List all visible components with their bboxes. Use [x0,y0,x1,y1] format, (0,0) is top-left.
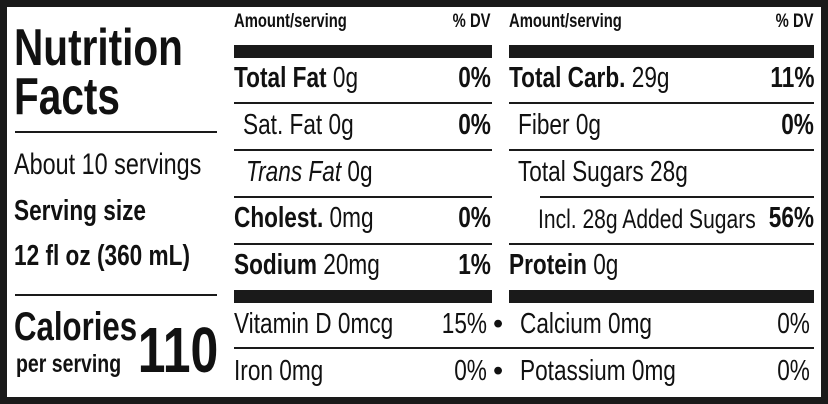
dv-calcium: 0% [777,308,810,340]
header-dv: % DV [453,11,491,32]
thick-bar [509,290,814,303]
thick-bar [234,290,492,303]
dv-vitamin-d: 15% [441,308,487,340]
dv-total-fat: 0% [458,62,491,94]
header-amount: Amount/serving [234,11,347,32]
dv-sodium: 1% [458,249,491,281]
divider [234,196,492,198]
thick-bar [509,45,814,58]
header-dv-right: % DV [776,11,814,32]
row-iron: Iron 0mg [234,355,324,387]
divider [509,243,814,245]
serving-size-value: 12 fl oz (360 mL) [14,240,190,272]
divider [15,131,217,133]
thick-bar [234,45,492,58]
divider [509,149,814,151]
row-added-sugars: Incl. 28g Added Sugars [538,204,756,234]
dv-fiber: 0% [781,109,814,141]
divider [509,102,814,104]
row-sat-fat: Sat. Fat 0g [243,109,354,141]
dv-iron: 0% [454,355,487,387]
dv-cholesterol: 0% [458,202,491,234]
dv-sat-fat: 0% [458,109,491,141]
dv-added-sugars: 56% [768,202,814,234]
title-facts: Facts [14,68,120,126]
divider [15,294,217,296]
calories-label: Calories [14,305,138,349]
divider [234,347,814,349]
row-sodium: Sodium 20mg [234,249,380,281]
row-total-sugars: Total Sugars 28g [518,156,688,188]
divider [234,149,492,151]
bullet: • [493,355,504,387]
header-amount-right: Amount/serving [509,11,622,32]
dv-total-carb: 11% [769,62,814,94]
divider [234,243,492,245]
row-potassium: Potassium 0mg [520,355,676,387]
row-total-fat: Total Fat 0g [234,62,359,94]
row-fiber: Fiber 0g [518,109,601,141]
row-total-carb: Total Carb. 29g [509,62,670,94]
divider [234,102,492,104]
row-trans-fat: Trans Fat 0g [246,156,373,188]
row-protein: Protein 0g [509,249,619,281]
divider [540,196,814,198]
servings-per-container: About 10 servings [14,148,202,181]
row-vitamin-d: Vitamin D 0mcg [234,308,394,340]
title-nutrition: Nutrition [14,19,183,77]
dv-potassium: 0% [777,355,810,387]
row-calcium: Calcium 0mg [520,308,652,340]
calories-sub: per serving [16,350,122,378]
calories-value: 110 [137,314,218,386]
bullet: • [493,308,504,340]
serving-size-label: Serving size [14,195,147,227]
row-cholesterol: Cholest. 0mg [234,202,374,234]
